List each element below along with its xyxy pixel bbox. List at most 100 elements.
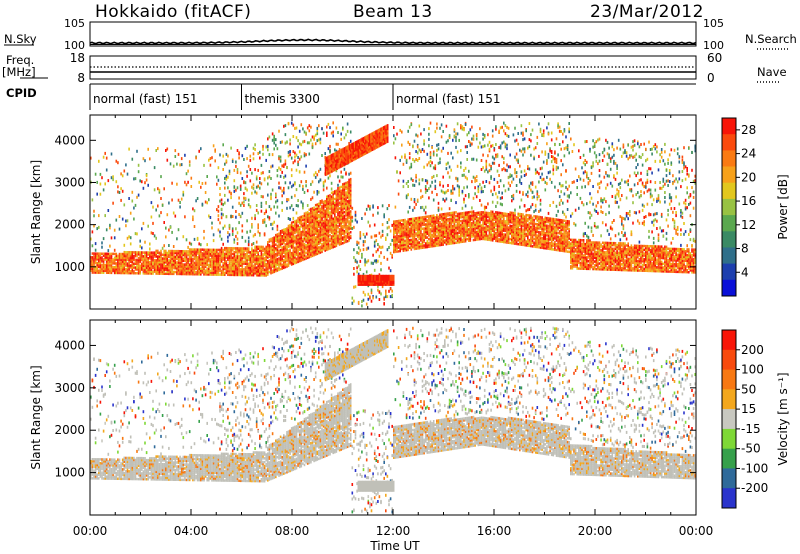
power-cell: [208, 269, 210, 272]
power-cell: [152, 255, 154, 258]
power-point: [456, 164, 459, 168]
power-point: [252, 186, 255, 190]
power-cell: [94, 252, 97, 255]
power-cell: [324, 199, 326, 203]
power-cell: [276, 233, 279, 236]
power-point: [123, 169, 126, 173]
power-point: [380, 292, 382, 296]
power-cell: [220, 269, 223, 273]
power-cell: [105, 265, 108, 269]
power-point: [367, 220, 370, 224]
power-point: [206, 201, 208, 205]
power-cell: [166, 253, 169, 257]
power-cell: [125, 264, 127, 267]
power-cell: [334, 201, 336, 205]
power-point: [230, 196, 232, 200]
power-cell: [428, 237, 430, 241]
power-cell: [126, 254, 129, 258]
power-cell: [447, 212, 449, 215]
power-point: [179, 163, 181, 167]
power-point: [144, 181, 146, 185]
power-point: [236, 149, 239, 152]
power-point: [267, 176, 269, 180]
power-cell: [142, 270, 145, 273]
power-cell: [190, 261, 193, 264]
power-cell: [209, 273, 212, 276]
power-cell: [190, 259, 193, 263]
power-point: [137, 193, 140, 197]
power-point: [472, 134, 475, 138]
power-point: [327, 147, 330, 151]
power-cell: [152, 272, 154, 275]
power-point: [265, 224, 267, 228]
power-cell: [141, 266, 143, 269]
power-point: [276, 174, 279, 178]
power-point: [278, 186, 280, 190]
power-cell: [110, 269, 113, 273]
power-cell: [193, 273, 196, 276]
power-cell: [134, 254, 137, 258]
power-point: [246, 170, 248, 174]
power-cell: [214, 265, 216, 269]
power-point: [257, 184, 259, 188]
power-point: [113, 228, 116, 232]
power-cell: [275, 252, 277, 256]
power-cell: [155, 266, 157, 270]
power-point: [294, 194, 296, 198]
power-point: [112, 178, 114, 182]
power-cell: [305, 230, 307, 234]
power-cell: [231, 252, 234, 256]
power-cell: [153, 266, 156, 270]
power-cell: [174, 270, 177, 274]
power-point: [413, 139, 416, 143]
power-point: [195, 199, 197, 203]
power-cell: [421, 216, 424, 219]
power-cell: [338, 201, 341, 204]
power-cell: [149, 266, 151, 269]
power-point: [279, 155, 282, 159]
power-cell: [187, 261, 189, 264]
power-cell: [458, 235, 460, 238]
power-cell: [247, 268, 250, 271]
power-cell: [118, 271, 121, 275]
power-point: [206, 243, 208, 247]
power-cell: [452, 211, 454, 215]
power-point: [267, 193, 269, 197]
power-point: [354, 258, 357, 262]
power-cell: [195, 254, 197, 257]
power-point: [373, 234, 376, 238]
power-cell: [150, 259, 153, 262]
power-cell: [99, 269, 102, 272]
power-cell: [113, 256, 116, 259]
power-point: [121, 217, 124, 221]
power-cell: [303, 212, 306, 215]
power-cell: [201, 263, 204, 267]
power-cell: [238, 251, 240, 254]
power-point: [487, 143, 489, 147]
power-cell: [153, 268, 156, 271]
power-cell: [235, 264, 237, 267]
power-cell: [120, 254, 122, 258]
power-point: [420, 132, 422, 136]
power-cell: [192, 252, 194, 255]
power-cell: [118, 254, 121, 258]
power-cell: [171, 266, 173, 270]
power-cell: [136, 254, 138, 258]
power-point: [428, 196, 430, 200]
power-cell: [99, 254, 102, 257]
power-point: [463, 200, 465, 204]
power-cell: [176, 272, 178, 276]
power-cell: [145, 266, 148, 269]
power-cell: [314, 207, 317, 211]
power-point: [493, 177, 496, 181]
power-cell: [479, 211, 481, 214]
power-cell: [142, 266, 145, 269]
power-cell: [297, 216, 299, 220]
power-cell: [121, 252, 124, 256]
power-point: [452, 156, 454, 160]
power-point: [439, 157, 441, 161]
power-point: [262, 144, 264, 148]
power-point: [471, 142, 473, 146]
power-point: [128, 235, 130, 239]
power-point: [209, 157, 212, 160]
